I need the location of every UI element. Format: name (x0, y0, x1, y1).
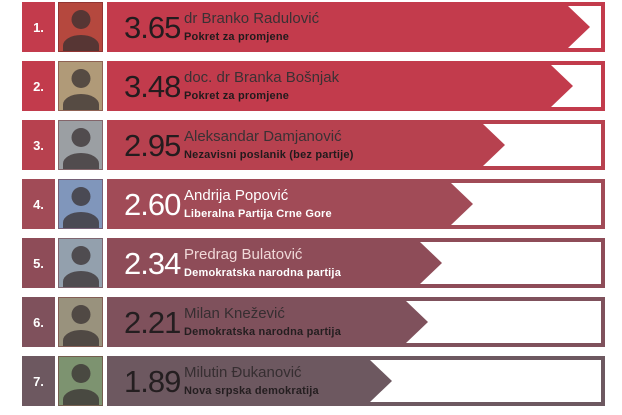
score-bar: 3.65 dr Branko Radulović Pokret za promj… (107, 2, 605, 52)
rank-badge: 2. (22, 61, 55, 111)
candidate-photo (58, 238, 103, 288)
candidate-info: dr Branko Radulović Pokret za promjene (182, 11, 319, 43)
party-name: Demokratska narodna partija (184, 266, 342, 279)
party-name: Nova srpska demokratija (184, 384, 319, 397)
person-head-icon (71, 364, 90, 383)
score-bar-content: 2.60 Andrija Popović Liberalna Partija C… (111, 183, 601, 225)
candidate-photo (58, 179, 103, 229)
score-bar-fill (111, 360, 392, 402)
candidate-info: doc. dr Branka Bošnjak Pokret za promjen… (182, 70, 339, 102)
candidate-photo (58, 356, 103, 406)
score-value: 2.60 (124, 186, 181, 222)
score-value: 2.95 (124, 127, 181, 163)
score-bar: 2.21 Milan Knežević Demokratska narodna … (107, 297, 605, 347)
score-bar-content: 2.21 Milan Knežević Demokratska narodna … (111, 301, 601, 343)
candidate-info: Andrija Popović Liberalna Partija Crne G… (182, 188, 332, 220)
score-bar-fill (111, 183, 473, 225)
rank-badge: 3. (22, 120, 55, 170)
person-head-icon (71, 305, 90, 324)
candidate-photo (58, 61, 103, 111)
person-body-icon (62, 212, 99, 228)
candidate-name: Milutin Đukanović (184, 364, 302, 382)
rank-badge: 7. (22, 356, 55, 406)
candidate-photo (58, 2, 103, 52)
rank-badge: 4. (22, 179, 55, 229)
ranking-row: 3. 2.95 Aleksandar Damjanović Nezavisni … (22, 120, 622, 170)
score-bar: 1.89 Milutin Đukanović Nova srpska demok… (107, 356, 605, 406)
candidate-name: Aleksandar Damjanović (184, 128, 342, 146)
party-name: Pokret za promjene (184, 30, 290, 43)
score-bar-content: 2.34 Predrag Bulatović Demokratska narod… (111, 242, 601, 284)
rank-badge: 5. (22, 238, 55, 288)
person-head-icon (71, 128, 90, 147)
score-bar-content: 3.48 doc. dr Branka Bošnjak Pokret za pr… (111, 65, 601, 107)
person-body-icon (62, 94, 99, 110)
candidate-info: Predrag Bulatović Demokratska narodna pa… (182, 247, 341, 279)
score-bar-content: 1.89 Milutin Đukanović Nova srpska demok… (111, 360, 601, 402)
score-value: 3.65 (124, 9, 181, 45)
person-body-icon (62, 389, 99, 405)
person-head-icon (71, 246, 90, 265)
candidate-name: Predrag Bulatović (184, 246, 303, 264)
candidate-name: dr Branko Radulović (184, 10, 320, 28)
score-bar: 2.34 Predrag Bulatović Demokratska narod… (107, 238, 605, 288)
ranking-row: 6. 2.21 Milan Knežević Demokratska narod… (22, 297, 622, 347)
person-body-icon (62, 330, 99, 346)
ranking-chart: 1. 3.65 dr Branko Radulović Pokret za pr… (22, 2, 622, 406)
person-head-icon (71, 69, 90, 88)
candidate-info: Aleksandar Damjanović Nezavisni poslanik… (182, 129, 354, 161)
candidate-info: Milutin Đukanović Nova srpska demokratij… (182, 365, 319, 397)
party-name: Liberalna Partija Crne Gore (184, 207, 332, 220)
person-body-icon (62, 271, 99, 287)
ranking-row: 4. 2.60 Andrija Popović Liberalna Partij… (22, 179, 622, 229)
score-bar-fill (111, 65, 573, 107)
score-bar-fill (111, 301, 428, 343)
party-name: Nezavisni poslanik (bez partije) (184, 148, 354, 161)
ranking-row: 1. 3.65 dr Branko Radulović Pokret za pr… (22, 2, 622, 52)
score-bar-fill (111, 242, 442, 284)
score-value: 1.89 (124, 363, 181, 399)
ranking-row: 7. 1.89 Milutin Đukanović Nova srpska de… (22, 356, 622, 406)
rank-badge: 6. (22, 297, 55, 347)
ranking-row: 2. 3.48 doc. dr Branka Bošnjak Pokret za… (22, 61, 622, 111)
person-body-icon (62, 35, 99, 51)
candidate-info: Milan Knežević Demokratska narodna parti… (182, 306, 341, 338)
score-bar-fill (111, 6, 590, 48)
rank-badge: 1. (22, 2, 55, 52)
candidate-photo (58, 120, 103, 170)
score-bar: 2.60 Andrija Popović Liberalna Partija C… (107, 179, 605, 229)
person-body-icon (62, 153, 99, 169)
candidate-photo (58, 297, 103, 347)
score-value: 3.48 (124, 68, 181, 104)
score-value: 2.21 (124, 304, 181, 340)
candidate-name: Andrija Popović (184, 187, 289, 205)
score-bar-content: 2.95 Aleksandar Damjanović Nezavisni pos… (111, 124, 601, 166)
score-value: 2.34 (124, 245, 181, 281)
party-name: Pokret za promjene (184, 89, 290, 102)
score-bar-fill (111, 124, 505, 166)
score-bar: 2.95 Aleksandar Damjanović Nezavisni pos… (107, 120, 605, 170)
score-bar: 3.48 doc. dr Branka Bošnjak Pokret za pr… (107, 61, 605, 111)
person-head-icon (71, 187, 90, 206)
candidate-name: doc. dr Branka Bošnjak (184, 69, 340, 87)
person-head-icon (71, 10, 90, 29)
candidate-name: Milan Knežević (184, 305, 285, 323)
score-bar-content: 3.65 dr Branko Radulović Pokret za promj… (111, 6, 601, 48)
ranking-row: 5. 2.34 Predrag Bulatović Demokratska na… (22, 238, 622, 288)
party-name: Demokratska narodna partija (184, 325, 342, 338)
